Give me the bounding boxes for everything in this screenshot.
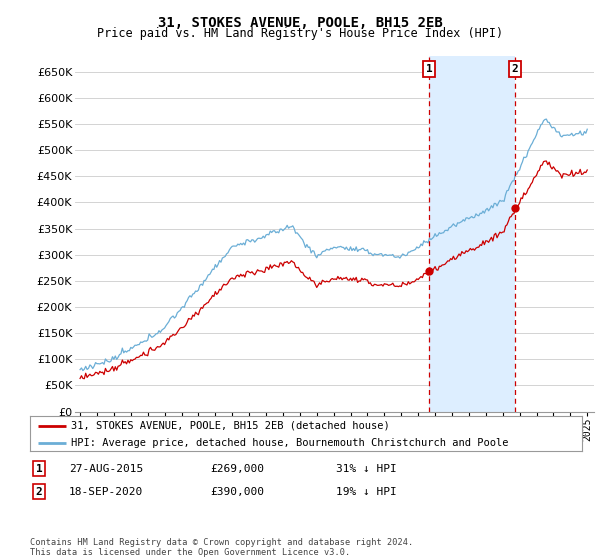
Bar	[429, 56, 515, 412]
Text: 2: 2	[512, 64, 518, 74]
Text: 1: 1	[426, 64, 433, 74]
Text: 31, STOKES AVENUE, POOLE, BH15 2EB: 31, STOKES AVENUE, POOLE, BH15 2EB	[158, 16, 442, 30]
Text: £269,000: £269,000	[210, 464, 264, 474]
Text: 31% ↓ HPI: 31% ↓ HPI	[336, 464, 397, 474]
Text: 31, STOKES AVENUE, POOLE, BH15 2EB (detached house): 31, STOKES AVENUE, POOLE, BH15 2EB (deta…	[71, 421, 390, 431]
Text: 18-SEP-2020: 18-SEP-2020	[69, 487, 143, 497]
Text: 19% ↓ HPI: 19% ↓ HPI	[336, 487, 397, 497]
Text: Price paid vs. HM Land Registry's House Price Index (HPI): Price paid vs. HM Land Registry's House …	[97, 27, 503, 40]
Text: 1: 1	[35, 464, 43, 474]
Text: HPI: Average price, detached house, Bournemouth Christchurch and Poole: HPI: Average price, detached house, Bour…	[71, 438, 509, 448]
Text: 27-AUG-2015: 27-AUG-2015	[69, 464, 143, 474]
Text: 2: 2	[35, 487, 43, 497]
Text: £390,000: £390,000	[210, 487, 264, 497]
Text: Contains HM Land Registry data © Crown copyright and database right 2024.
This d: Contains HM Land Registry data © Crown c…	[30, 538, 413, 557]
